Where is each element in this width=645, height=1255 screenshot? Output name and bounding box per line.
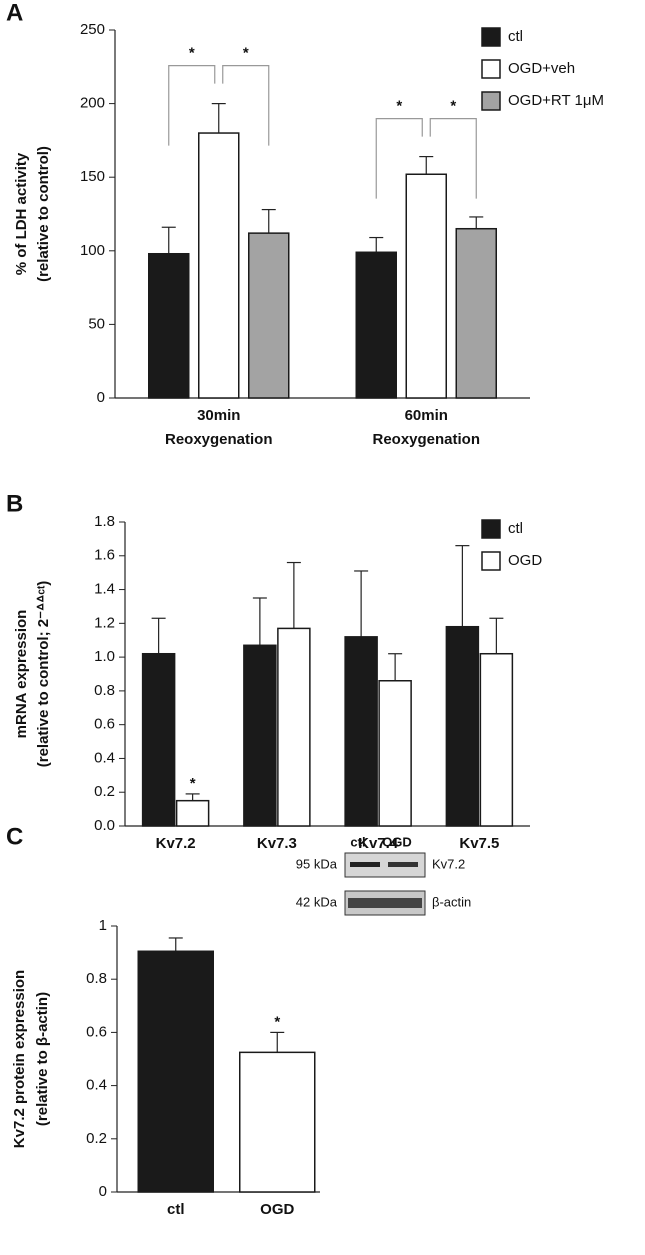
y-tick-label: 1.0 xyxy=(94,648,115,665)
significance-bracket xyxy=(375,117,423,199)
bar xyxy=(479,652,514,827)
protein-label: β-actin xyxy=(432,894,471,909)
significance-mark: * xyxy=(190,775,196,792)
y-tick-label: 0.4 xyxy=(86,1077,107,1094)
bar xyxy=(248,232,290,399)
bar xyxy=(277,627,311,827)
bar xyxy=(141,652,176,827)
legend-swatch xyxy=(481,27,501,47)
x-tick-label: Kv7.3 xyxy=(257,835,297,852)
y-tick-label: 1.4 xyxy=(94,581,115,598)
y-axis-label: (relative to control; 2⁻ᐞᐞᶜᵗ) xyxy=(35,581,52,768)
panel-label: C xyxy=(6,823,23,850)
size-label: 42 kDa xyxy=(296,894,338,909)
significance-mark: * xyxy=(243,45,249,62)
significance-bracket xyxy=(429,117,477,199)
y-axis-label: Kv7.2 protein expression xyxy=(11,970,28,1148)
legend-label: ctl xyxy=(508,520,523,537)
legend-swatch xyxy=(481,551,501,571)
band xyxy=(348,898,422,908)
bar xyxy=(148,252,190,399)
y-tick-label: 0.6 xyxy=(94,716,115,733)
y-tick-label: 0 xyxy=(97,389,105,406)
legend-swatch xyxy=(481,519,501,539)
y-axis-label: (relative to β-actin) xyxy=(34,992,51,1126)
x-tick-label: Kv7.5 xyxy=(459,835,499,852)
bar xyxy=(175,799,210,827)
y-tick-label: 250 xyxy=(80,21,105,38)
y-tick-label: 150 xyxy=(80,168,105,185)
y-tick-label: 0.8 xyxy=(94,682,115,699)
y-tick-label: 0.0 xyxy=(94,817,115,834)
y-tick-label: 200 xyxy=(80,95,105,112)
significance-bracket xyxy=(168,65,216,146)
x-tick-label: 30min xyxy=(197,407,240,424)
x-tick-label: OGD xyxy=(260,1201,294,1218)
lane-label: OGD xyxy=(382,834,412,849)
legend-label: OGD xyxy=(508,552,542,569)
legend-label: ctl xyxy=(508,28,523,45)
y-tick-label: 1.6 xyxy=(94,547,115,564)
band xyxy=(350,862,380,867)
y-tick-label: 0.6 xyxy=(86,1023,107,1040)
significance-bracket xyxy=(222,65,270,146)
y-tick-label: 0.4 xyxy=(94,749,115,766)
bar xyxy=(344,636,378,827)
y-axis-label: % of LDH activity xyxy=(13,152,30,275)
y-axis-label: mRNA expression xyxy=(13,610,30,739)
size-label: 95 kDa xyxy=(296,856,338,871)
bar xyxy=(455,227,497,399)
bar xyxy=(198,132,240,399)
y-tick-label: 0 xyxy=(99,1183,107,1200)
bar xyxy=(405,173,447,399)
y-tick-label: 1.2 xyxy=(94,614,115,631)
bar xyxy=(243,644,277,827)
legend-label: OGD+veh xyxy=(508,60,575,77)
y-axis-label: (relative to control) xyxy=(35,146,52,282)
y-tick-label: 1 xyxy=(99,917,107,934)
significance-mark: * xyxy=(396,98,402,115)
bar xyxy=(445,625,480,827)
western-blot-inset: ctl OGD 95 kDa 42 kDa Kv7.2 β-actin xyxy=(296,834,471,916)
x-tick-label: Kv7.2 xyxy=(156,835,196,852)
legend-swatch xyxy=(481,91,501,111)
bar xyxy=(239,1051,316,1193)
x-tick-label: Reoxygenation xyxy=(165,431,273,448)
lane-label: ctl xyxy=(350,834,365,849)
legend-label: OGD+RT 1μM xyxy=(508,92,604,109)
y-tick-label: 50 xyxy=(88,315,105,332)
significance-mark: * xyxy=(189,45,195,62)
band xyxy=(388,862,418,867)
bar xyxy=(137,950,214,1193)
y-tick-label: 0.2 xyxy=(94,783,115,800)
y-tick-label: 100 xyxy=(80,242,105,259)
significance-mark: * xyxy=(450,98,456,115)
x-tick-label: ctl xyxy=(167,1201,185,1218)
y-tick-label: 0.2 xyxy=(86,1130,107,1147)
protein-label: Kv7.2 xyxy=(432,856,465,871)
x-tick-label: Reoxygenation xyxy=(372,431,480,448)
panel-label: A xyxy=(6,0,23,26)
significance-mark: * xyxy=(274,1013,280,1030)
x-tick-label: 60min xyxy=(405,407,448,424)
legend-swatch xyxy=(481,59,501,79)
y-tick-label: 1.8 xyxy=(94,513,115,530)
bar xyxy=(378,680,412,827)
panel-label: B xyxy=(6,490,23,517)
x-tick-label: Kv7.4 xyxy=(358,835,399,852)
bar xyxy=(355,251,397,399)
y-tick-label: 0.8 xyxy=(86,970,107,987)
